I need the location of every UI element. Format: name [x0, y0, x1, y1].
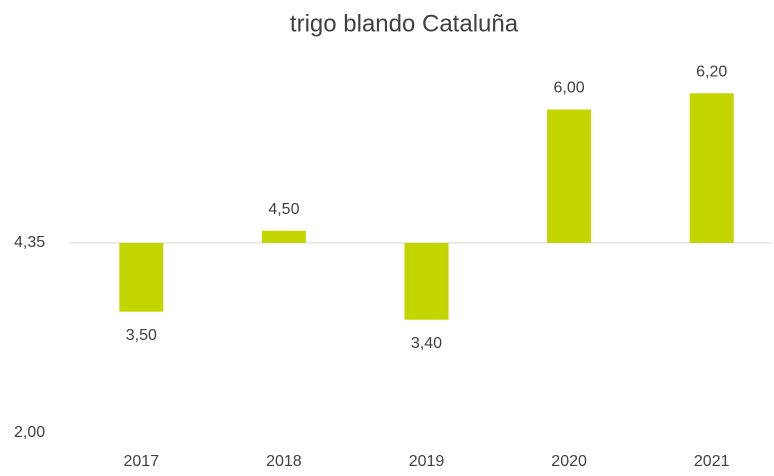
bar: [261, 230, 306, 243]
bar: [119, 242, 164, 312]
bar: [547, 109, 592, 243]
chart-title: trigo blando Cataluña: [290, 10, 519, 37]
data-label: 3,50: [126, 327, 157, 344]
x-tick-label: 2021: [694, 453, 730, 470]
x-tick-label: 2020: [551, 453, 587, 470]
x-tick-label: 2017: [124, 453, 160, 470]
bar: [689, 93, 734, 243]
x-tick-label: 2019: [409, 453, 445, 470]
y-tick-label: 2,00: [14, 424, 45, 441]
data-label: 6,00: [554, 80, 585, 97]
data-label: 3,40: [411, 335, 442, 352]
data-label: 6,20: [696, 63, 727, 80]
y-tick-label: 4,35: [14, 234, 45, 251]
x-tick-label: 2018: [266, 453, 302, 470]
bar: [404, 242, 449, 320]
data-label: 4,50: [268, 201, 299, 218]
